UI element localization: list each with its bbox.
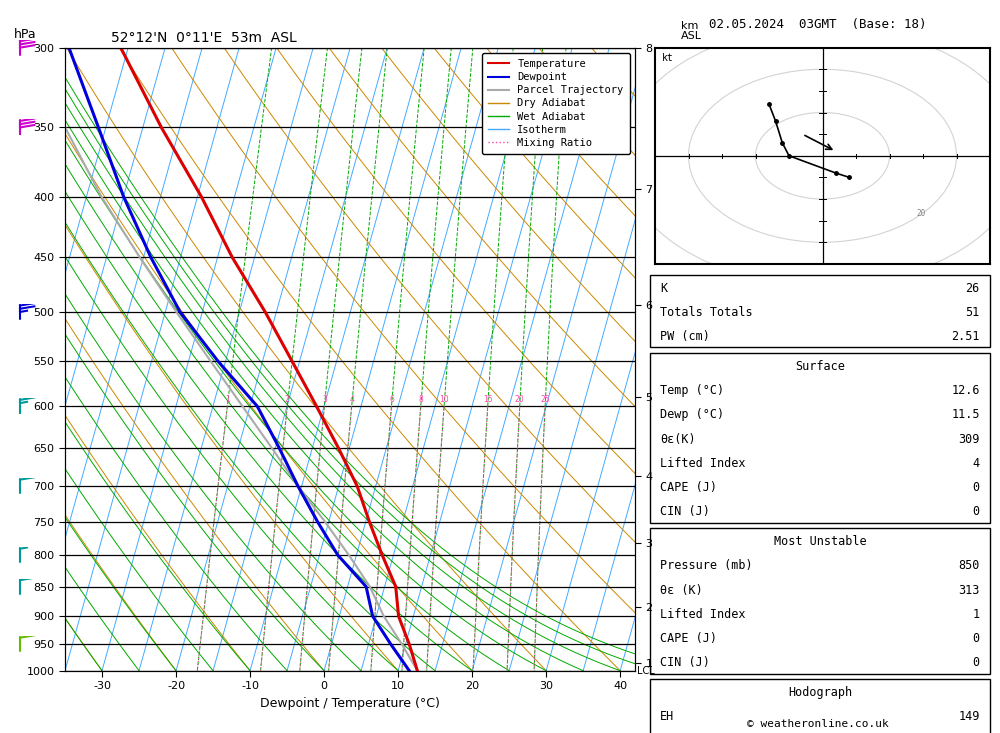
Text: 0: 0	[973, 481, 980, 494]
Text: Lifted Index: Lifted Index	[660, 608, 746, 621]
Text: CAPE (J): CAPE (J)	[660, 481, 717, 494]
Text: CIN (J): CIN (J)	[660, 505, 710, 518]
Text: Surface: Surface	[795, 360, 845, 373]
Text: 6: 6	[389, 395, 394, 404]
Text: 12.6: 12.6	[951, 384, 980, 397]
Text: K: K	[660, 281, 667, 295]
Text: 02.05.2024  03GMT  (Base: 18): 02.05.2024 03GMT (Base: 18)	[709, 18, 926, 32]
Text: 20: 20	[916, 210, 926, 218]
Text: EH: EH	[660, 710, 674, 723]
Text: PW (cm): PW (cm)	[660, 330, 710, 343]
Legend: Temperature, Dewpoint, Parcel Trajectory, Dry Adiabat, Wet Adiabat, Isotherm, Mi: Temperature, Dewpoint, Parcel Trajectory…	[482, 53, 630, 154]
Text: 20: 20	[515, 395, 525, 404]
Text: Pressure (mb): Pressure (mb)	[660, 559, 753, 572]
Text: 51: 51	[966, 306, 980, 319]
Text: 1: 1	[973, 608, 980, 621]
X-axis label: Dewpoint / Temperature (°C): Dewpoint / Temperature (°C)	[260, 696, 440, 710]
Text: 313: 313	[958, 583, 980, 597]
Text: 0: 0	[973, 632, 980, 645]
Text: LCL: LCL	[637, 666, 655, 676]
Text: 309: 309	[958, 432, 980, 446]
Text: 2.51: 2.51	[951, 330, 980, 343]
Text: 15: 15	[483, 395, 493, 404]
Text: 10: 10	[439, 395, 449, 404]
Text: Totals Totals: Totals Totals	[660, 306, 753, 319]
Text: 25: 25	[540, 395, 550, 404]
Text: 8: 8	[418, 395, 423, 404]
Text: 3: 3	[322, 395, 327, 404]
Text: 4: 4	[349, 395, 354, 404]
Text: hPa: hPa	[14, 29, 36, 42]
Text: Temp (°C): Temp (°C)	[660, 384, 724, 397]
Text: km
ASL: km ASL	[681, 21, 702, 42]
Text: Dewp (°C): Dewp (°C)	[660, 408, 724, 421]
Text: 2: 2	[285, 395, 290, 404]
Text: 0: 0	[973, 656, 980, 669]
Text: 850: 850	[958, 559, 980, 572]
Text: Most Unstable: Most Unstable	[774, 535, 866, 548]
Text: CAPE (J): CAPE (J)	[660, 632, 717, 645]
Text: 149: 149	[958, 710, 980, 723]
Text: © weatheronline.co.uk: © weatheronline.co.uk	[747, 719, 888, 729]
Text: 4: 4	[973, 457, 980, 470]
Text: 11.5: 11.5	[951, 408, 980, 421]
Text: 52°12'N  0°11'E  53m  ASL: 52°12'N 0°11'E 53m ASL	[111, 31, 296, 45]
Text: θε (K): θε (K)	[660, 583, 703, 597]
Text: 1: 1	[225, 395, 230, 404]
Text: Lifted Index: Lifted Index	[660, 457, 746, 470]
Text: θε(K): θε(K)	[660, 432, 696, 446]
Text: 0: 0	[973, 505, 980, 518]
Text: kt: kt	[662, 53, 673, 62]
Text: CIN (J): CIN (J)	[660, 656, 710, 669]
Text: Hodograph: Hodograph	[788, 686, 852, 699]
Text: 26: 26	[966, 281, 980, 295]
